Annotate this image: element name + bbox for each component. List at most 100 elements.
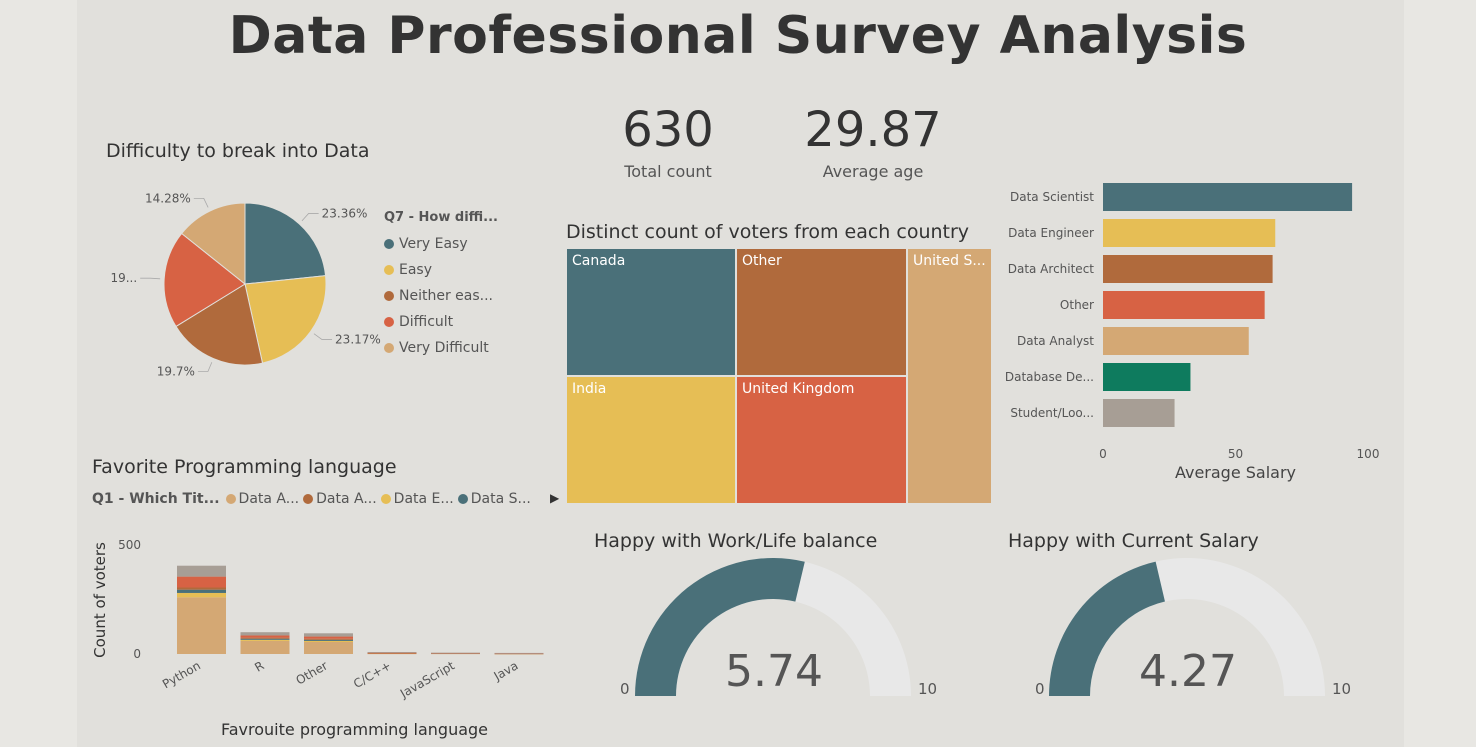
language-bar-other-segment-1[interactable] bbox=[304, 640, 353, 643]
language-bar-java-segment-5[interactable] bbox=[494, 652, 544, 654]
language-legend-item[interactable]: Data A... bbox=[303, 491, 377, 507]
salary-bar-data-scientist[interactable] bbox=[1103, 183, 1353, 211]
pie-slice-difficult[interactable] bbox=[163, 232, 246, 328]
pie-slice-neither-eas[interactable] bbox=[175, 283, 264, 366]
language-bar-other-segment-3[interactable] bbox=[304, 638, 353, 640]
pie-slice-easy[interactable] bbox=[244, 275, 327, 364]
legend-dot-icon bbox=[303, 494, 314, 504]
difficulty-legend: Very Easy Easy Neither eas... Difficult Very… bbox=[384, 231, 493, 361]
language-bar-other-segment-0[interactable] bbox=[304, 642, 353, 654]
gauge-worklife[interactable] bbox=[600, 548, 980, 718]
salary-bar-data-engineer[interactable] bbox=[1103, 219, 1276, 247]
language-legend-item[interactable]: Data A... bbox=[225, 491, 299, 507]
language-chart-title: Favorite Programming language bbox=[92, 456, 397, 478]
treemap-cell-united-kingdom[interactable]: United Kingdom bbox=[736, 376, 907, 504]
legend-label: Neither eas... bbox=[399, 288, 493, 304]
salary-category-label: Database De... bbox=[1005, 370, 1094, 384]
salary-category-label: Data Engineer bbox=[1008, 226, 1094, 240]
language-bar-python-segment-4[interactable] bbox=[177, 576, 226, 588]
language-bar-c-c-segment-5[interactable] bbox=[367, 652, 417, 653]
legend-label: Data A... bbox=[316, 491, 377, 507]
gauge-salary[interactable] bbox=[1014, 548, 1394, 718]
legend-item-neither-eas[interactable]: Neither eas... bbox=[384, 283, 493, 309]
language-bar-other-segment-5[interactable] bbox=[304, 633, 353, 637]
language-bar-other-segment-2[interactable] bbox=[304, 639, 353, 641]
gauge-worklife-max: 10 bbox=[918, 680, 938, 698]
legend-dot-icon bbox=[380, 494, 391, 504]
salary-bar-data-architect[interactable] bbox=[1103, 255, 1273, 283]
language-legend-title: Q1 - Which Tit... bbox=[92, 491, 220, 507]
language-y-axis-title: Count of voters bbox=[91, 542, 109, 658]
difficulty-chart-title: Difficulty to break into Data bbox=[106, 140, 370, 162]
treemap-cell-other[interactable]: Other bbox=[736, 248, 907, 376]
gauge-worklife-title: Happy with Work/Life balance bbox=[594, 530, 878, 552]
salary-category-label: Data Analyst bbox=[1017, 334, 1094, 348]
legend-item-very-difficult[interactable]: Very Difficult bbox=[384, 335, 493, 361]
treemap-cell-united-s[interactable]: United S... bbox=[907, 248, 992, 504]
gauge-salary-max: 10 bbox=[1332, 680, 1352, 698]
language-bar-python-segment-3[interactable] bbox=[177, 587, 226, 590]
treemap-cell-canada[interactable]: Canada bbox=[566, 248, 736, 376]
language-bar-r-segment-5[interactable] bbox=[240, 632, 290, 636]
average-age-value: 29.87 bbox=[804, 102, 942, 158]
language-bar-r-segment-0[interactable] bbox=[240, 640, 290, 654]
legend-dot-icon bbox=[384, 265, 394, 275]
pie-data-label: 19... bbox=[110, 271, 137, 285]
language-bar-python-segment-0[interactable] bbox=[177, 597, 226, 654]
legend-label: Difficult bbox=[399, 314, 454, 330]
language-x-tick: R bbox=[252, 658, 266, 674]
language-bar-python-segment-1[interactable] bbox=[177, 592, 226, 598]
language-bar-python-segment-5[interactable] bbox=[177, 565, 226, 577]
salary-category-label: Student/Loo... bbox=[1010, 406, 1094, 420]
salary-bar-other[interactable] bbox=[1103, 291, 1265, 319]
language-bar-r-segment-4[interactable] bbox=[240, 635, 290, 638]
salary-bar-student-loo[interactable] bbox=[1103, 399, 1175, 427]
gauge-fill bbox=[1049, 561, 1165, 696]
gauge-fill bbox=[635, 558, 805, 696]
legend-item-difficult[interactable]: Difficult bbox=[384, 309, 493, 335]
gauge-worklife-value: 5.74 bbox=[725, 646, 823, 697]
salary-x-tick: 50 bbox=[1228, 447, 1243, 461]
language-bar-other-segment-4[interactable] bbox=[304, 636, 353, 639]
difficulty-pie-chart[interactable]: 23.36% 23.17% 19.7% 19... 14.28% bbox=[95, 185, 385, 385]
treemap-title: Distinct count of voters from each count… bbox=[566, 221, 970, 243]
difficulty-legend-title: Q7 - How diffi... bbox=[384, 210, 498, 225]
language-bar-c-c-segment-0[interactable] bbox=[367, 653, 417, 655]
treemap-cell-india[interactable]: India bbox=[566, 376, 736, 504]
gauge-salary-title: Happy with Current Salary bbox=[1008, 530, 1259, 552]
language-bar-python-segment-2[interactable] bbox=[177, 589, 226, 593]
language-legend-item[interactable]: Data S... bbox=[457, 491, 531, 507]
legend-item-very-easy[interactable]: Very Easy bbox=[384, 231, 493, 257]
language-bar-c-c-segment-3[interactable] bbox=[367, 652, 417, 654]
language-bar-c-c-segment-4[interactable] bbox=[367, 652, 417, 654]
language-legend-item[interactable]: Data E... bbox=[380, 491, 454, 507]
legend-label: Very Easy bbox=[399, 236, 468, 252]
legend-label: Data E... bbox=[393, 491, 454, 507]
language-bar-r-segment-3[interactable] bbox=[240, 637, 290, 639]
language-x-tick: Java bbox=[491, 658, 521, 683]
salary-bar-data-analyst[interactable] bbox=[1103, 327, 1249, 355]
salary-bar-database-de[interactable] bbox=[1103, 363, 1191, 391]
legend-item-easy[interactable]: Easy bbox=[384, 257, 493, 283]
pie-leader-line bbox=[313, 333, 333, 340]
pie-leader-line bbox=[197, 362, 213, 372]
total-count-label: Total count bbox=[624, 162, 712, 181]
gauge-salary-value: 4.27 bbox=[1139, 646, 1237, 697]
language-x-tick: Other bbox=[293, 658, 330, 687]
language-bar-r-segment-1[interactable] bbox=[240, 639, 290, 641]
salary-x-tick: 100 bbox=[1357, 447, 1380, 461]
language-y-tick: 0 bbox=[133, 647, 141, 661]
language-bar-r-segment-2[interactable] bbox=[240, 638, 290, 640]
salary-bar-chart[interactable]: Data Scientist Data Engineer Data Architec… bbox=[1000, 176, 1400, 486]
gauge-worklife-min: 0 bbox=[620, 680, 630, 698]
pie-slice-very-easy[interactable] bbox=[244, 202, 327, 285]
legend-dot-icon bbox=[225, 494, 236, 504]
legend-next-arrow-icon[interactable]: ▶ bbox=[550, 491, 560, 505]
pie-slice-very-difficult[interactable] bbox=[180, 202, 246, 286]
language-legend: Q1 - Which Tit... Data A... Data A... Data… bbox=[92, 491, 531, 507]
pie-data-label: 23.17% bbox=[335, 333, 381, 347]
legend-dot-icon bbox=[384, 291, 394, 301]
language-bar-javascript-segment-5[interactable] bbox=[431, 652, 480, 654]
salary-x-axis-title: Average Salary bbox=[1174, 463, 1297, 482]
